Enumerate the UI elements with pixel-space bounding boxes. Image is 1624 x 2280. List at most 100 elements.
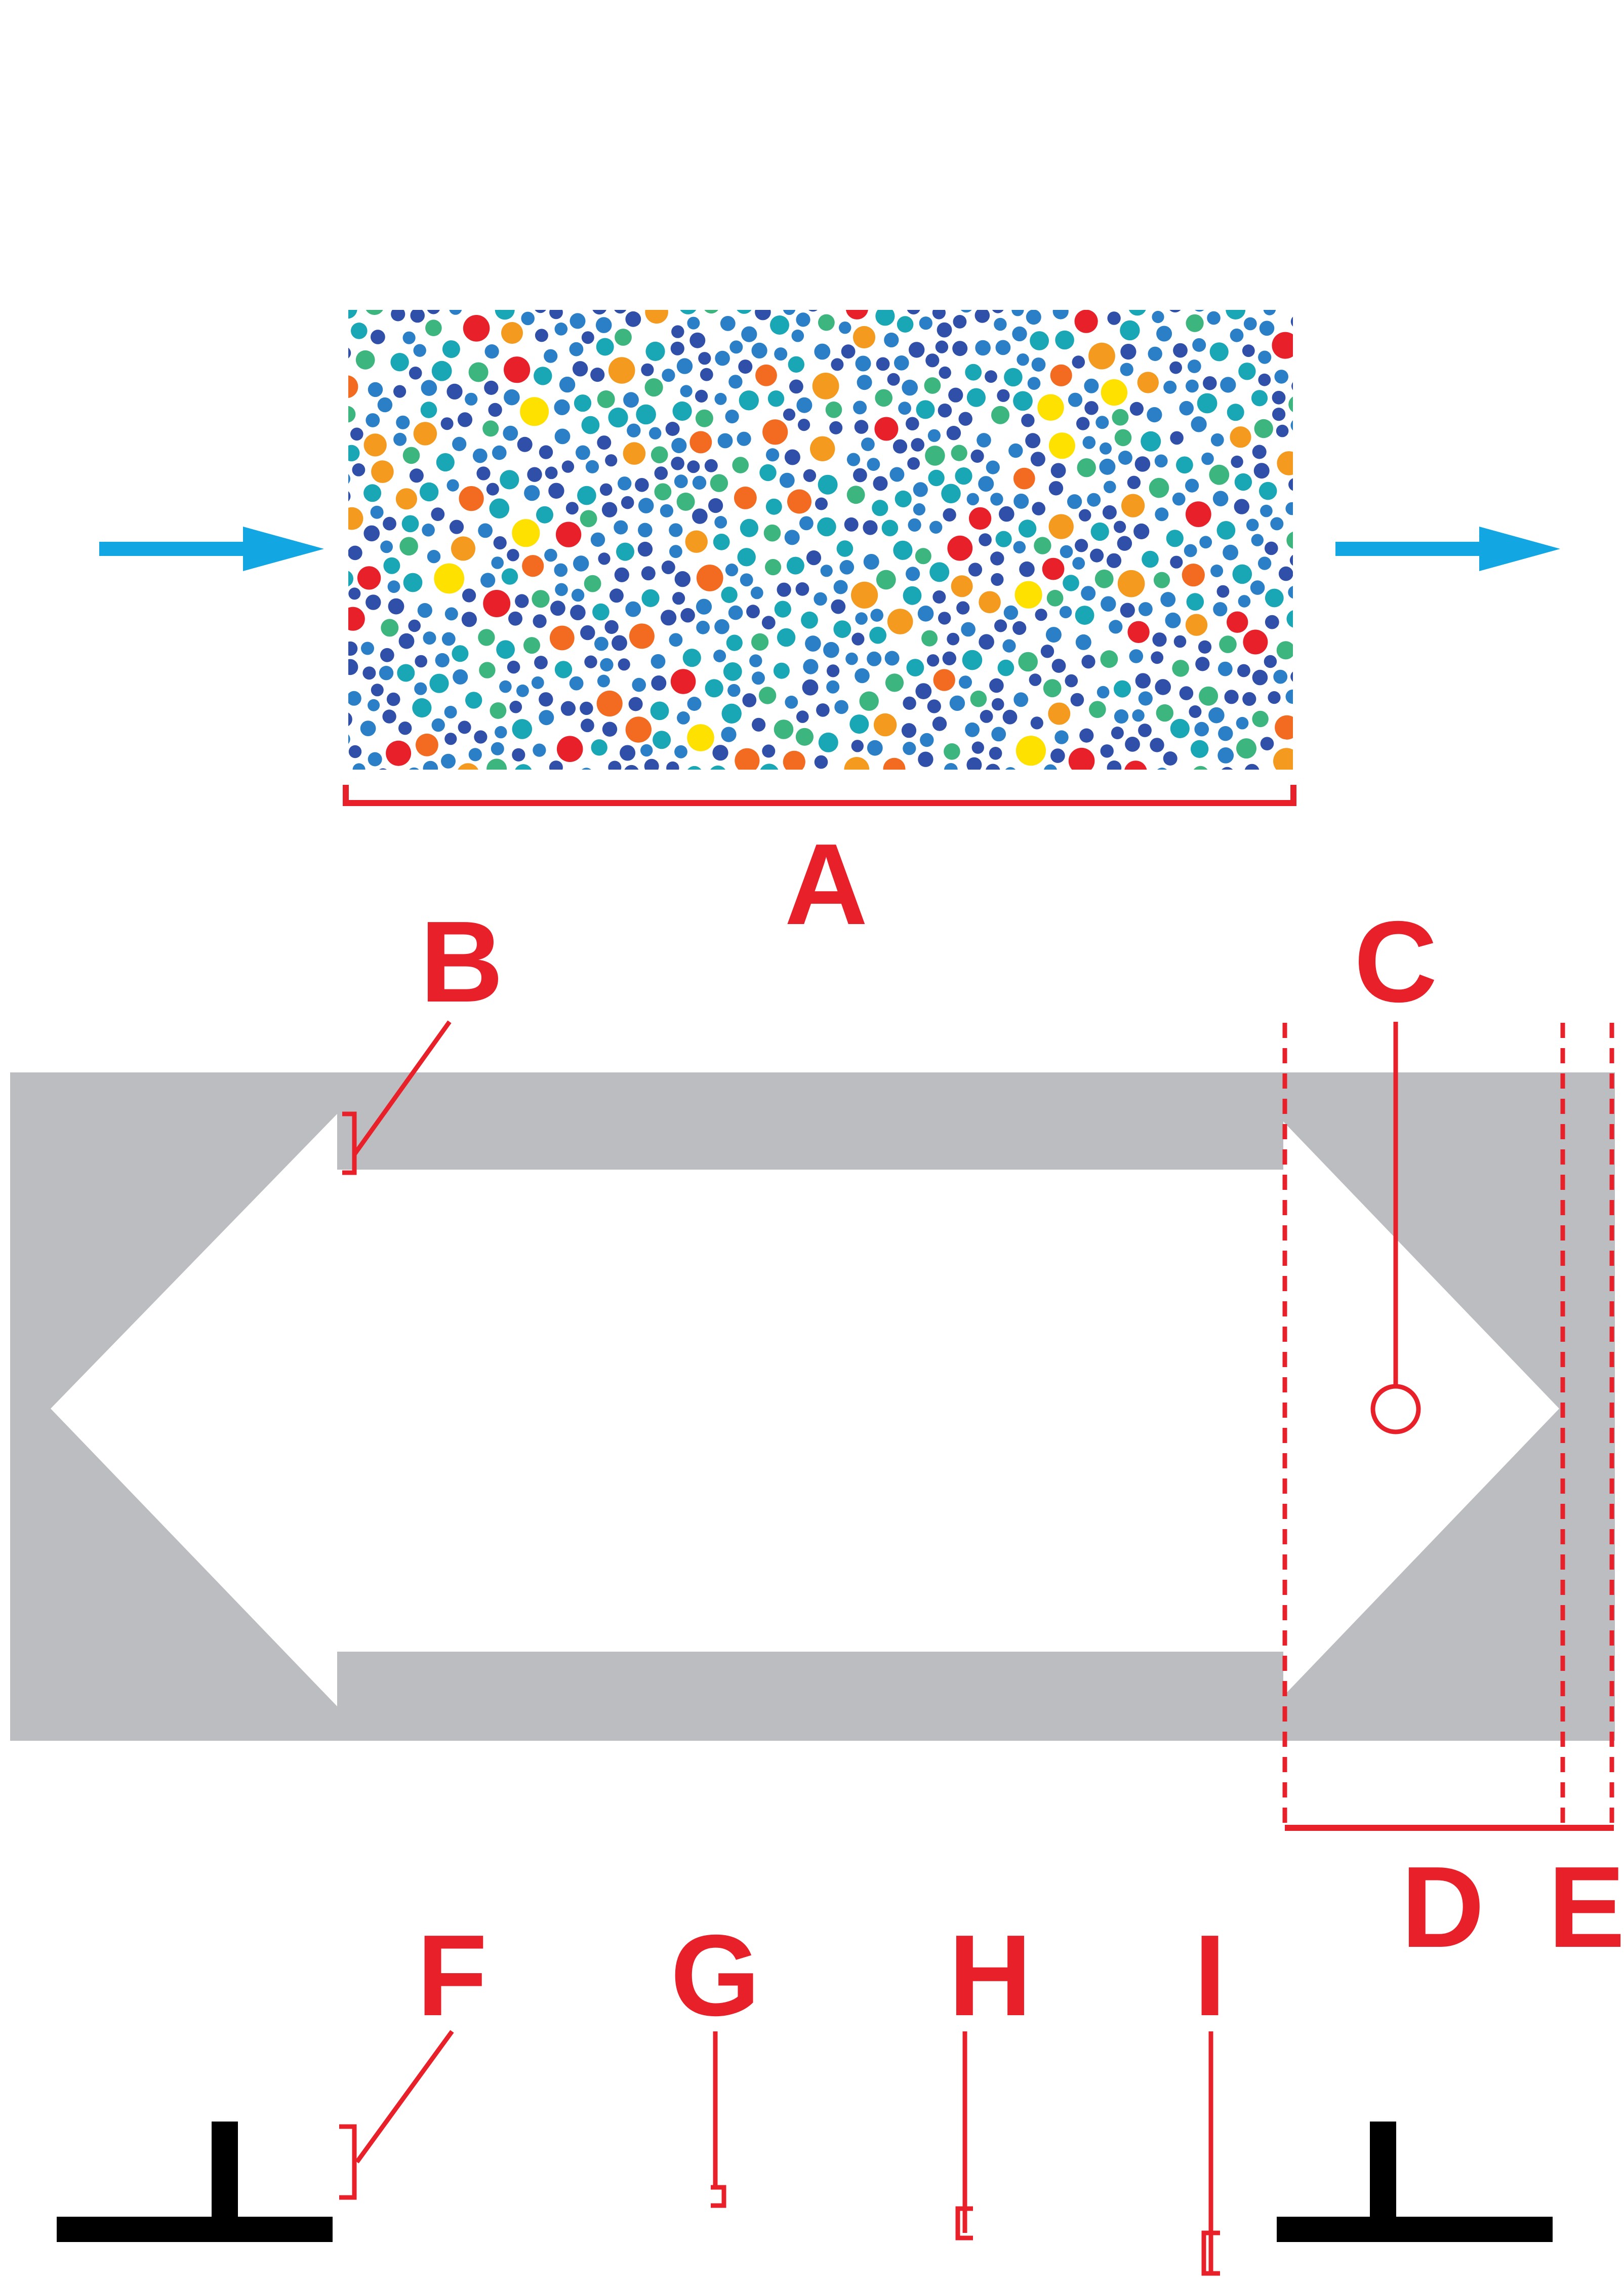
particle-dot: [499, 680, 512, 693]
particle-dot: [925, 353, 940, 368]
particle-dot: [500, 470, 519, 490]
particle-dot: [1193, 766, 1208, 770]
particle-dot: [627, 423, 641, 437]
particle-dot: [749, 654, 762, 667]
particle-dot: [401, 515, 419, 533]
particle-dot: [624, 765, 639, 770]
particle-dot: [845, 310, 868, 319]
particle-dot: [577, 486, 596, 505]
particle-dot: [979, 591, 1001, 614]
particle-dot: [869, 626, 886, 644]
particle-dot: [1102, 505, 1117, 519]
particle-dot: [1142, 550, 1159, 568]
particle-dot: [883, 757, 906, 770]
particle-dot: [995, 340, 1011, 355]
particle-dot: [362, 666, 376, 680]
particle-dot: [669, 545, 682, 558]
particle-dot: [742, 693, 757, 707]
particle-dot: [435, 653, 450, 668]
particle-dot: [431, 718, 445, 732]
particle-dot: [1099, 458, 1116, 475]
particle-dot: [386, 692, 400, 706]
particle-dot: [962, 650, 983, 670]
particle-dot: [410, 310, 425, 323]
particle-dot: [489, 498, 510, 518]
particle-dot: [1189, 705, 1202, 718]
particle-dot: [1072, 355, 1085, 369]
particle-dot: [1030, 716, 1043, 730]
particle-dot: [645, 341, 665, 362]
particle-dot: [1089, 701, 1106, 718]
particle-dot: [638, 498, 654, 513]
particle-dot: [348, 659, 358, 675]
particle-dot: [1173, 343, 1188, 358]
particle-dot: [892, 439, 908, 454]
particle-dot: [1079, 728, 1094, 743]
particle-dot: [774, 601, 791, 618]
particle-dot: [779, 472, 795, 488]
particle-dot: [906, 567, 920, 581]
particle-dot: [1154, 454, 1168, 468]
particle-dot: [429, 673, 449, 693]
particle-dot: [851, 740, 864, 752]
particle-dot: [844, 757, 870, 770]
particle-dot: [413, 344, 426, 357]
particle-dot: [887, 609, 913, 634]
particle-dot: [488, 403, 502, 417]
particle-dot: [738, 359, 753, 374]
particle-dot: [1149, 477, 1169, 498]
particle-dot: [386, 740, 412, 766]
particle-dot: [597, 390, 615, 408]
particle-dot: [1095, 416, 1109, 429]
particle-dot: [503, 425, 518, 441]
particle-dot: [1005, 767, 1016, 770]
particle-dot: [348, 310, 357, 319]
particle-dot: [361, 642, 374, 655]
particle-dot: [402, 331, 416, 344]
particle-dot: [523, 637, 540, 654]
particle-dot: [355, 350, 375, 370]
particle-dot: [1107, 311, 1121, 325]
particle-dot: [965, 722, 980, 737]
particle-dot: [618, 658, 630, 671]
particle-dot: [592, 603, 610, 621]
particle-dot: [584, 575, 601, 592]
particle-dot: [446, 479, 459, 492]
particle-dot: [803, 469, 817, 482]
particle-dot: [833, 580, 848, 594]
particle-dot: [1120, 320, 1140, 341]
particle-dot: [917, 606, 934, 622]
particle-dot: [660, 504, 673, 517]
particle-dot: [798, 419, 810, 431]
particle-dot: [1218, 726, 1233, 741]
particle-dot: [827, 664, 840, 677]
particle-dot: [737, 548, 756, 567]
particle-dot: [504, 389, 520, 406]
particle-dot: [1030, 331, 1049, 350]
particle-dot: [884, 332, 899, 348]
particle-dot: [1003, 605, 1019, 620]
particle-dot: [641, 589, 660, 607]
particle-dot: [1185, 501, 1211, 527]
particle-dot: [1150, 738, 1164, 752]
particle-dot: [1237, 664, 1250, 677]
particle-dot: [1197, 393, 1217, 414]
particle-dot: [468, 362, 489, 382]
particle-dot: [713, 650, 726, 662]
particle-dot: [814, 755, 828, 769]
particle-dot: [1052, 310, 1069, 319]
particle-dot: [791, 329, 804, 342]
particle-dot: [1170, 555, 1183, 569]
particle-dot: [971, 741, 985, 754]
particle-dot: [875, 310, 895, 326]
inlet-arrow-icon: [99, 527, 324, 571]
particle-dot: [468, 748, 482, 762]
particle-dot: [903, 742, 916, 755]
particle-dot: [348, 347, 351, 358]
particle-dot: [645, 310, 668, 324]
particle-dot: [1276, 424, 1289, 437]
particle-dot: [644, 758, 659, 770]
particle-dot: [844, 517, 859, 532]
particle-dot: [1212, 491, 1229, 506]
particle-dot: [970, 449, 984, 463]
